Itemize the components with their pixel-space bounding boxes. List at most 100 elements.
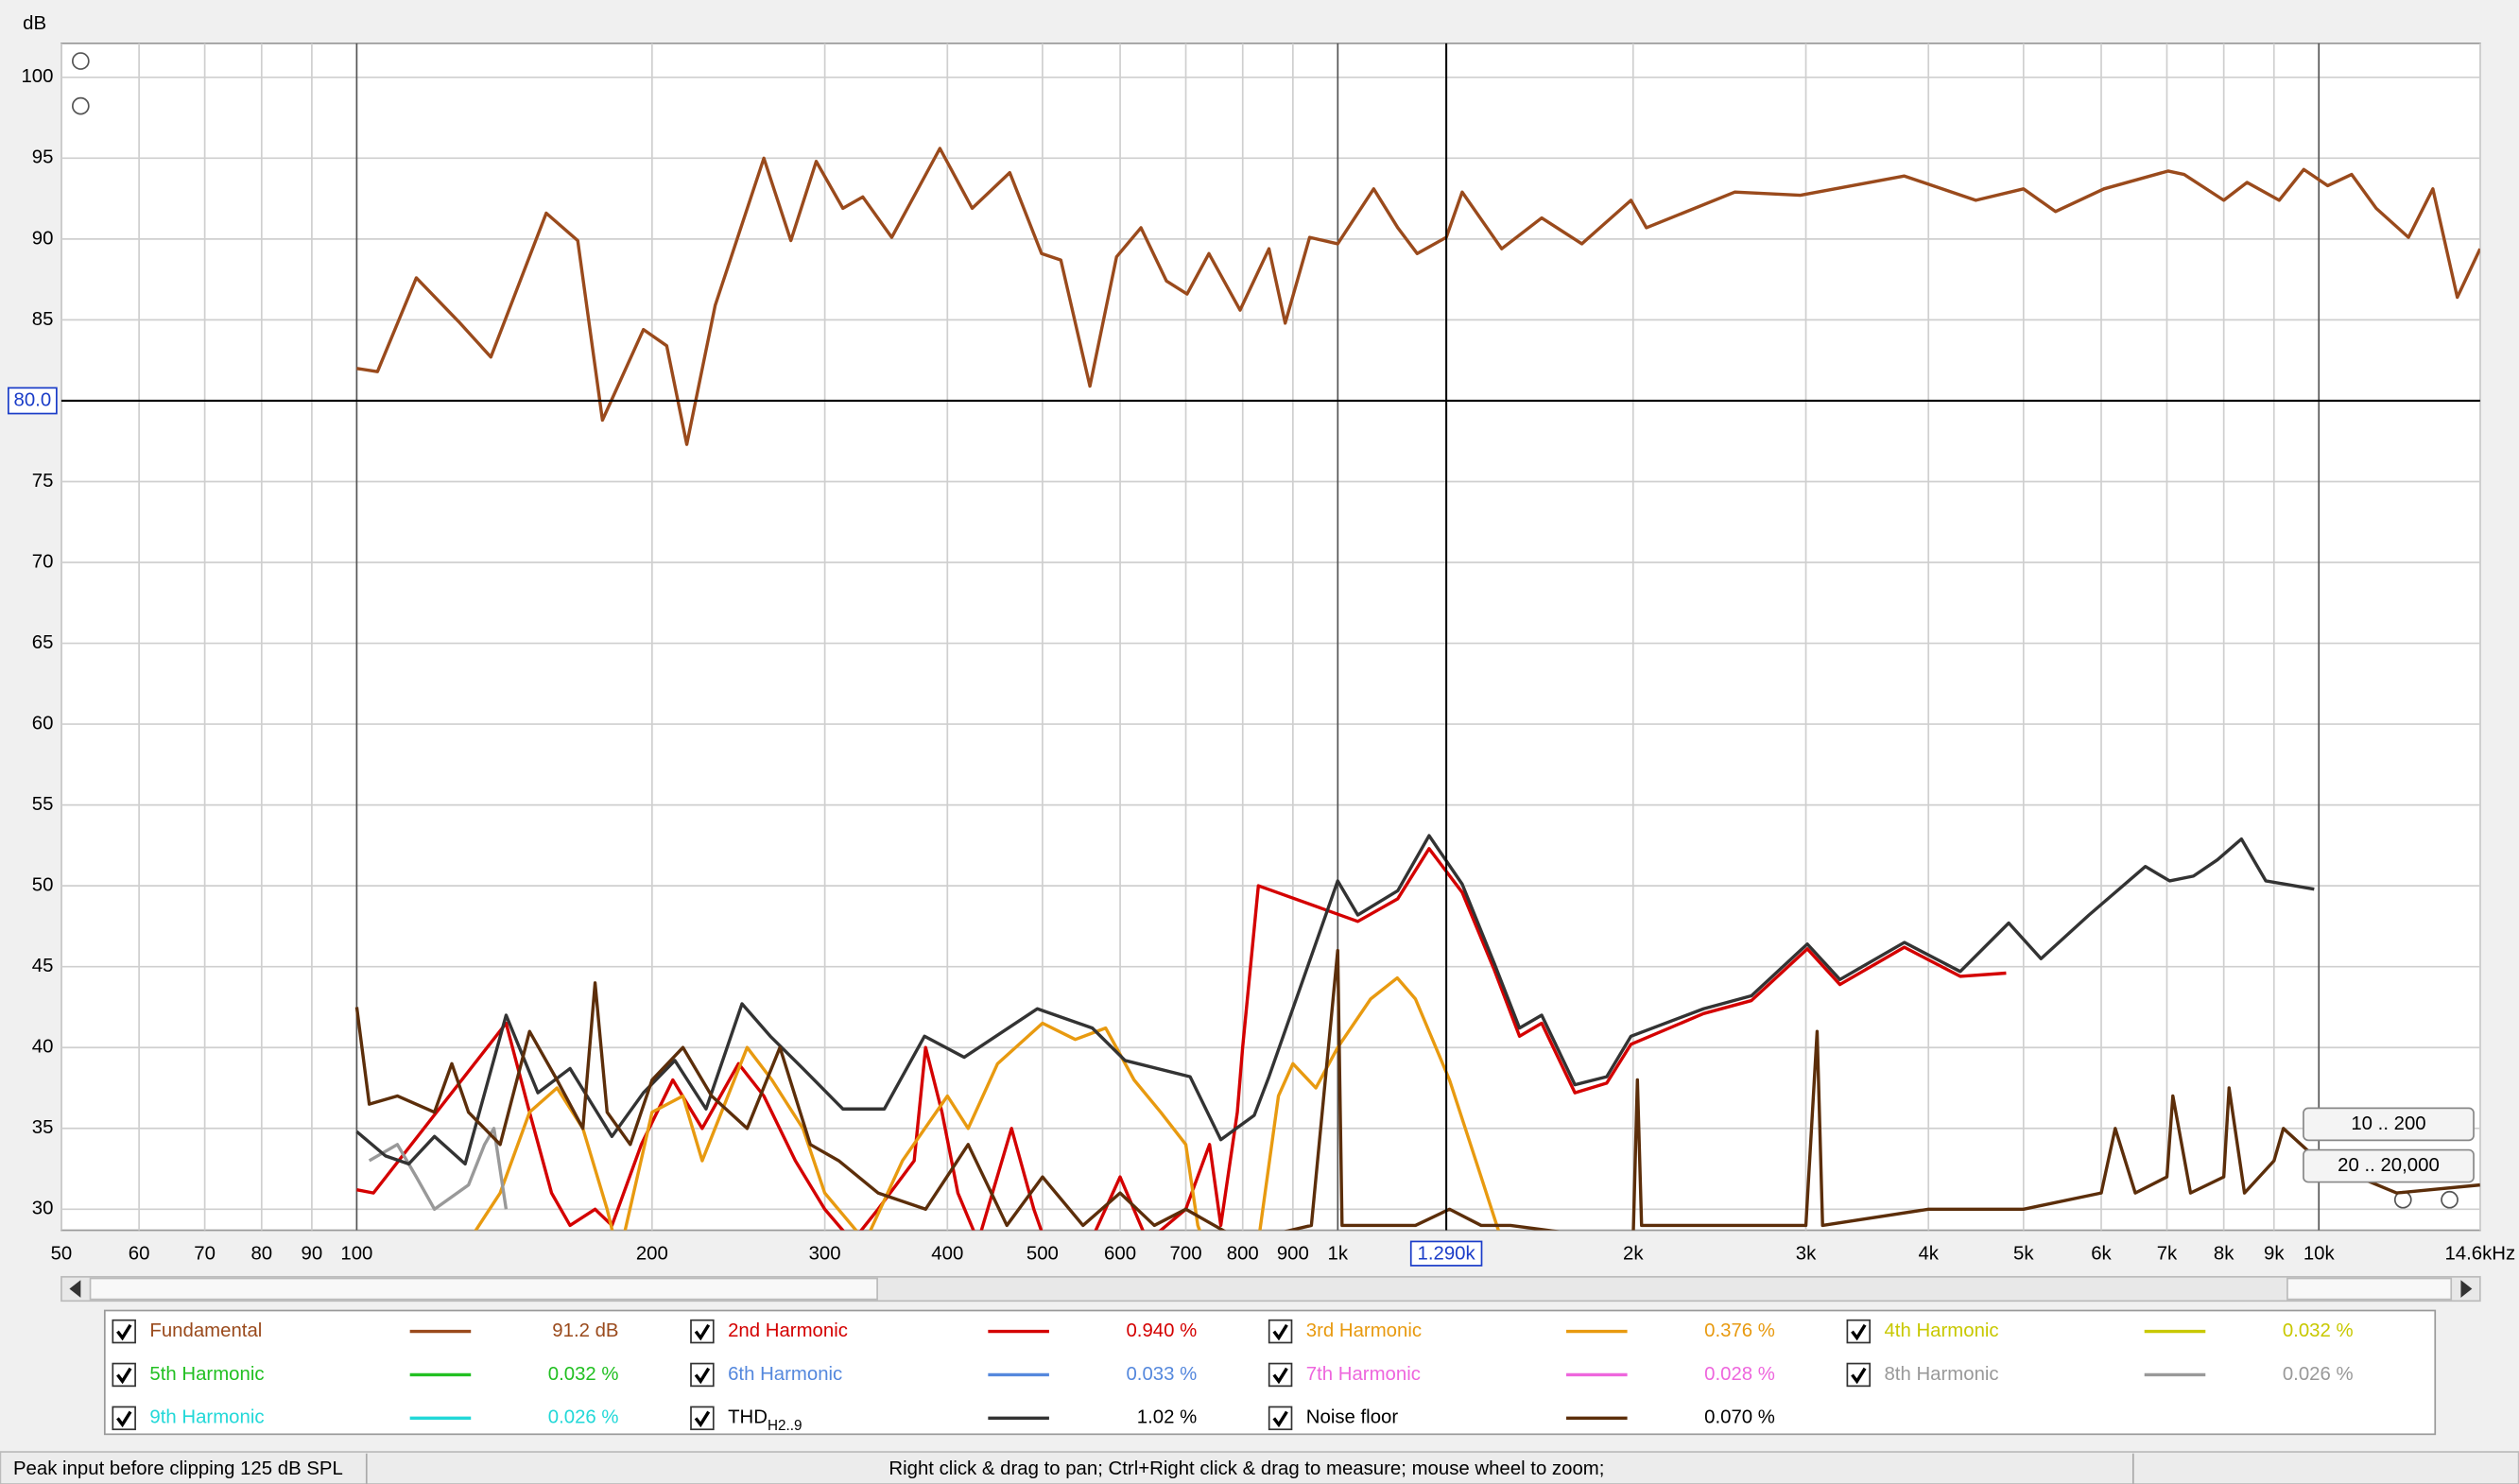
y-tick-label: 85 xyxy=(32,309,54,330)
y-tick-label: 75 xyxy=(32,471,54,492)
checkbox-box xyxy=(1268,1406,1293,1431)
x-tick-label: 1k xyxy=(1328,1243,1349,1264)
checkbox-check xyxy=(116,1367,132,1385)
range-button[interactable]: 10 .. 200 xyxy=(2303,1107,2475,1142)
legend-checkbox[interactable] xyxy=(1846,1319,1872,1344)
checkbox-check xyxy=(694,1323,711,1341)
legend-label: 2nd Harmonic xyxy=(728,1320,848,1341)
legend-checkbox[interactable] xyxy=(1268,1362,1293,1388)
status-bar xyxy=(0,1451,2519,1484)
checkbox-check xyxy=(1272,1323,1288,1341)
checkbox-box xyxy=(690,1362,715,1388)
x-tick-label: 600 xyxy=(1104,1243,1136,1264)
y-tick-label: 40 xyxy=(32,1037,54,1058)
legend-readout: 0.026 % xyxy=(2283,1364,2354,1385)
cursor-y-label: 80.0 xyxy=(14,389,52,410)
checkbox-box xyxy=(1846,1319,1872,1344)
zoom-in[interactable] xyxy=(71,52,90,70)
x-tick-label: 9k xyxy=(2264,1243,2285,1264)
checkbox-check xyxy=(116,1410,132,1428)
y-tick-label: 65 xyxy=(32,632,54,653)
y-tick-label: 95 xyxy=(32,147,54,168)
checkbox-box xyxy=(112,1362,136,1388)
legend-checkbox[interactable] xyxy=(1268,1319,1293,1344)
legend-checkbox[interactable] xyxy=(1846,1362,1872,1388)
series-line xyxy=(368,1127,509,1211)
checkbox-box xyxy=(690,1406,715,1431)
legend-label: 7th Harmonic xyxy=(1306,1364,1421,1385)
checkbox-box xyxy=(690,1319,715,1344)
x-tick-label: 700 xyxy=(1170,1243,1202,1264)
legend-readout: 0.940 % xyxy=(1126,1320,1197,1341)
legend-readout: 0.033 % xyxy=(1126,1364,1197,1385)
legend-checkbox[interactable] xyxy=(690,1362,715,1388)
legend-readout: 0.026 % xyxy=(548,1407,619,1428)
legend-checkbox[interactable] xyxy=(1268,1406,1293,1431)
legend-label: Noise floor xyxy=(1306,1407,1399,1428)
series-line xyxy=(356,147,2480,446)
legend-checkbox[interactable] xyxy=(112,1319,136,1344)
legend-checkbox[interactable] xyxy=(112,1406,136,1431)
legend-readout: 0.032 % xyxy=(2283,1320,2354,1341)
legend-readout: 91.2 dB xyxy=(552,1320,618,1341)
x-tick-label: 4k xyxy=(1918,1243,1939,1264)
x-tick-label: 100 xyxy=(340,1243,372,1264)
checkbox-check xyxy=(694,1410,711,1428)
x-tick-label: 60 xyxy=(129,1243,150,1264)
checkbox-check xyxy=(1272,1410,1288,1428)
checkbox-check xyxy=(1851,1367,1867,1385)
legend-label: 8th Harmonic xyxy=(1884,1364,1998,1385)
legend-label: 6th Harmonic xyxy=(728,1364,842,1385)
zoom-out[interactable] xyxy=(71,96,90,115)
x-tick-label: 800 xyxy=(1227,1243,1259,1264)
x-tick-label: 500 xyxy=(1027,1243,1059,1264)
zoom-in[interactable] xyxy=(2441,1190,2459,1209)
checkbox-check xyxy=(1272,1367,1288,1385)
checkbox-box xyxy=(1268,1362,1293,1388)
cursor-label-box xyxy=(1409,1240,1483,1267)
x-tick-label: 200 xyxy=(636,1243,668,1264)
checkbox-box xyxy=(1846,1362,1872,1388)
series-line xyxy=(354,948,2480,1231)
x-tick-label: 400 xyxy=(931,1243,963,1264)
legend-label: 3rd Harmonic xyxy=(1306,1320,1422,1341)
button-label: 20 .. 20,000 xyxy=(2338,1155,2440,1176)
legend-checkbox[interactable] xyxy=(112,1362,136,1388)
cursor-label-box xyxy=(8,387,58,415)
legend-readout: 0.028 % xyxy=(1704,1364,1775,1385)
range-button[interactable]: 20 .. 20,000 xyxy=(2303,1148,2475,1183)
x-tick-label: 8k xyxy=(2214,1243,2234,1264)
y-axis-label: dB xyxy=(23,13,46,34)
legend-label: Fundamental xyxy=(149,1320,262,1341)
legend-readout: 0.376 % xyxy=(1704,1320,1775,1341)
status-center: Right click & drag to pan; Ctrl+Right cl… xyxy=(889,1458,1604,1479)
x-tick-label: 5k xyxy=(2013,1243,2034,1264)
cursor-x-label: 1.290k xyxy=(1418,1243,1476,1264)
scrollbar[interactable] xyxy=(60,1275,2481,1303)
x-tick-label: 50 xyxy=(51,1243,73,1264)
y-tick-label: 70 xyxy=(32,551,54,572)
legend-label: THD xyxy=(728,1407,768,1428)
y-tick-label: 60 xyxy=(32,713,54,733)
button-label: 10 .. 200 xyxy=(2351,1113,2425,1134)
legend-label-subscript: H2..9 xyxy=(768,1418,802,1434)
checkbox-box xyxy=(112,1406,136,1431)
plot-lines xyxy=(354,147,2480,1231)
scroll-right-arrow[interactable] xyxy=(2460,1280,2473,1298)
legend-checkbox[interactable] xyxy=(690,1319,715,1344)
legend-readout: 1.02 % xyxy=(1137,1407,1197,1428)
x-tick-label: 300 xyxy=(809,1243,841,1264)
button-face xyxy=(2303,1148,2475,1183)
y-tick-label: 55 xyxy=(32,794,54,815)
y-tick-label: 50 xyxy=(32,875,54,896)
x-tick-label: 10k xyxy=(2303,1243,2336,1264)
checkbox-box xyxy=(112,1319,136,1344)
grid xyxy=(60,43,2481,1231)
y-tick-label: 90 xyxy=(32,228,54,249)
scroll-left-arrow[interactable] xyxy=(69,1280,81,1298)
legend-label: 4th Harmonic xyxy=(1884,1320,1998,1341)
legend-checkbox[interactable] xyxy=(690,1406,715,1431)
button-face xyxy=(2303,1107,2475,1142)
